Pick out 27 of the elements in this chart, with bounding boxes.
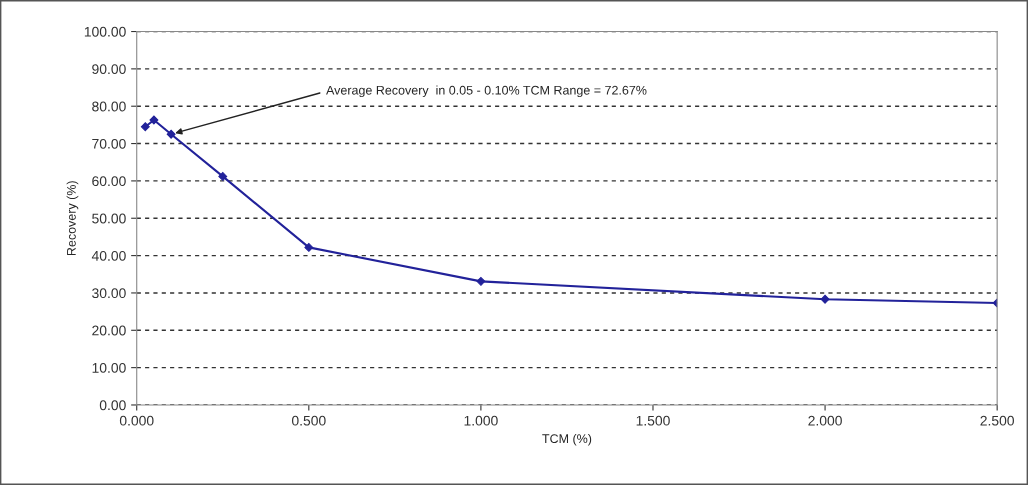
- y-tick-label: 90.00: [92, 64, 126, 75]
- y-tick-label: 100.00: [84, 26, 126, 37]
- x-tick-label: 1.500: [636, 415, 670, 426]
- point: [820, 294, 830, 304]
- x-tick-label: 0.000: [119, 415, 154, 426]
- point: [304, 242, 314, 252]
- y-tick-label: 50.00: [92, 213, 126, 224]
- x-tick-label: 1.000: [464, 415, 498, 426]
- point: [149, 115, 159, 125]
- x-tick-label: 0.500: [291, 415, 326, 426]
- y-tick-label: 70.00: [92, 138, 126, 149]
- y-tick-label: 40.00: [91, 250, 126, 261]
- y-tick-label: 80.00: [92, 101, 126, 112]
- point: [476, 276, 486, 286]
- point: [140, 122, 150, 132]
- annotation: Average Recovery in 0.05 - 0.10% TCM Range = 72.67%: [326, 85, 647, 98]
- x-tick-label: 2.000: [808, 415, 842, 426]
- y-tick-label: 10.00: [92, 362, 126, 373]
- y-tick-label: 0.00: [99, 400, 126, 411]
- point: [166, 129, 176, 139]
- x-axis-title: TCM (%): [542, 433, 592, 446]
- x-tick-label: 2.500: [980, 415, 1014, 426]
- y-tick-label: 20.00: [92, 325, 126, 336]
- y-axis-title: Recovery (%): [66, 181, 79, 256]
- y-tick-label: 30.00: [92, 288, 126, 299]
- y-tick-label: 60.00: [92, 176, 126, 187]
- point: [218, 171, 228, 181]
